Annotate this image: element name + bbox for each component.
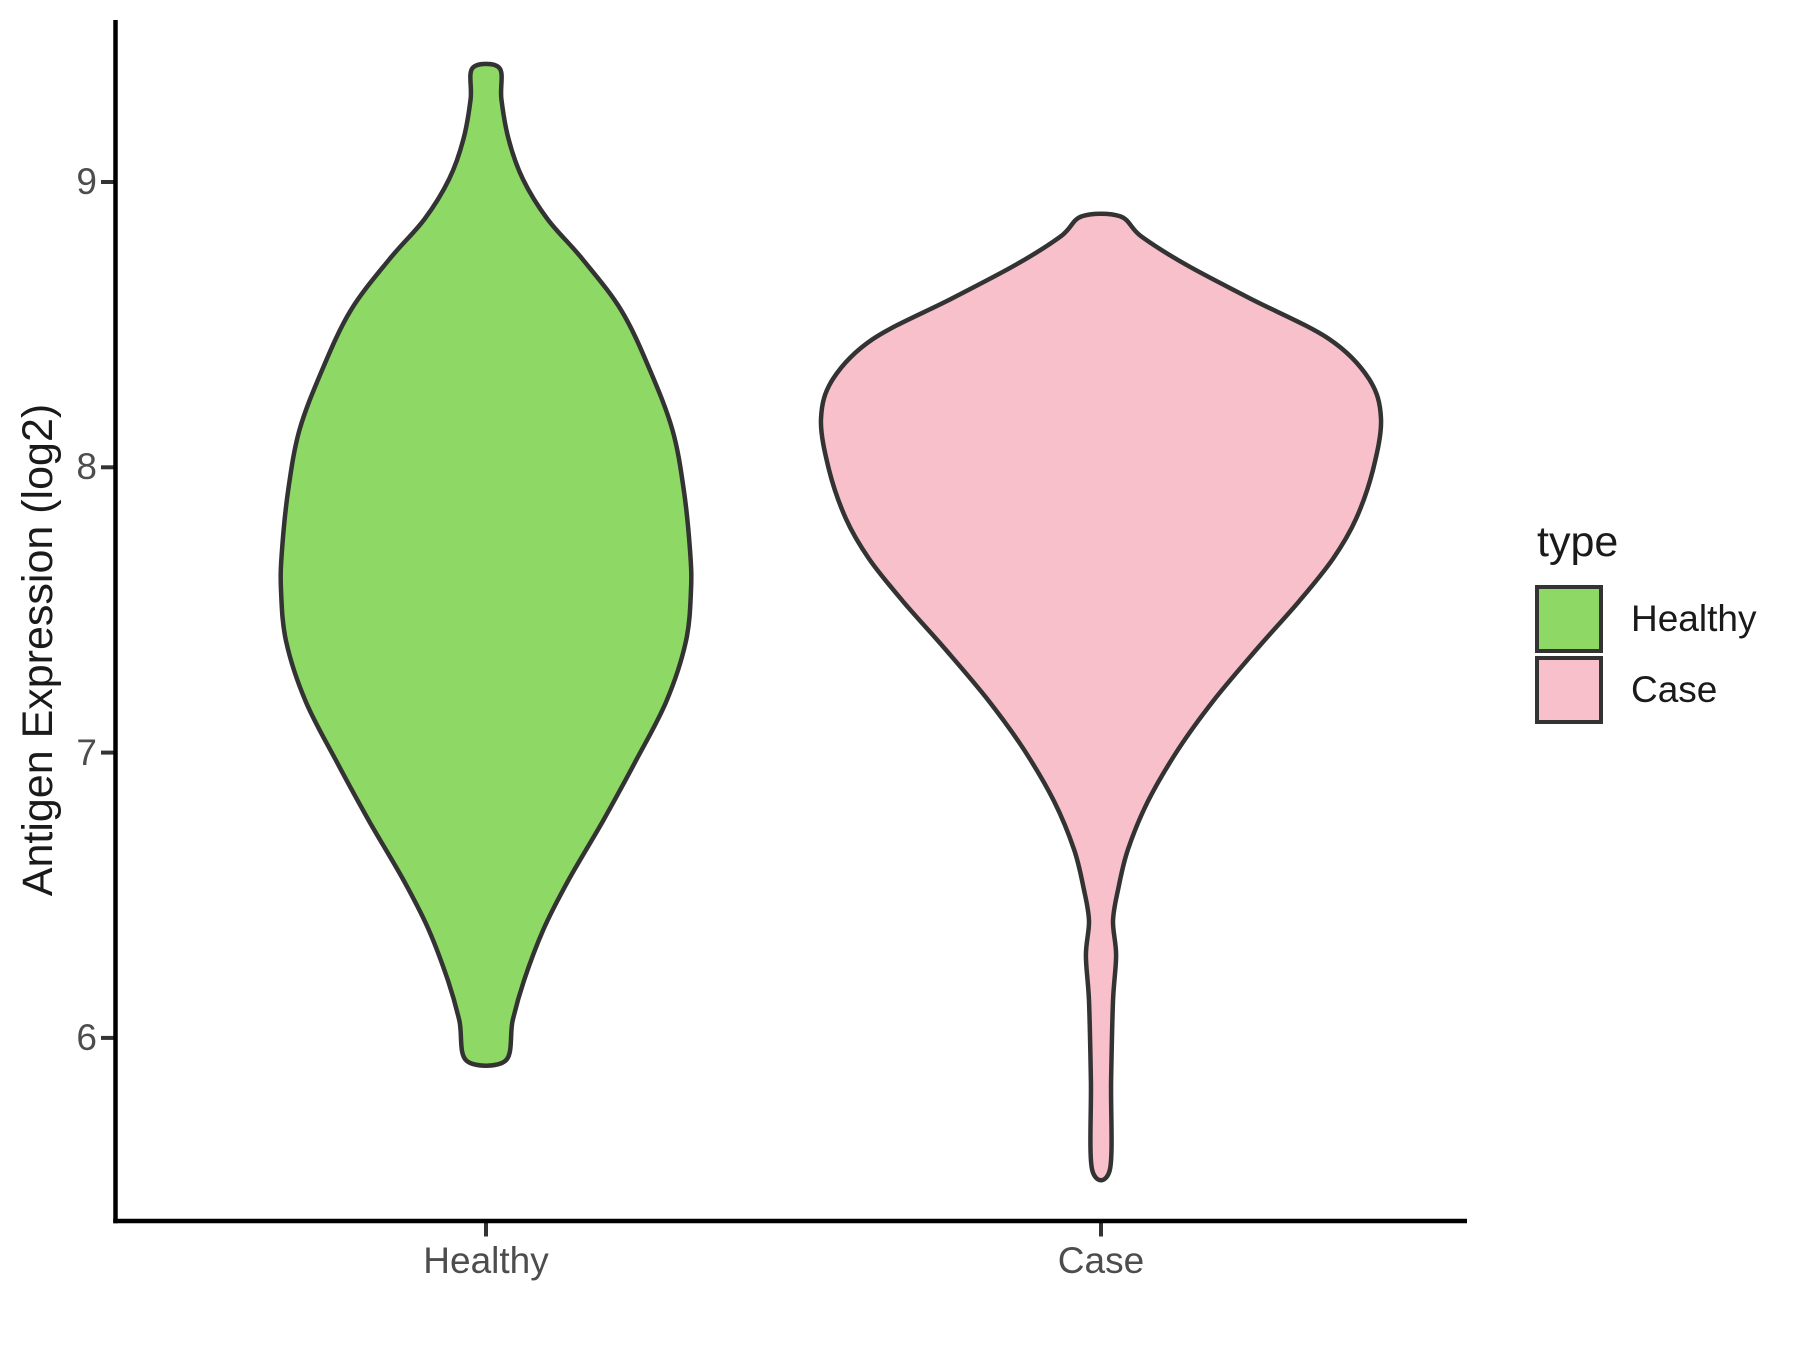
- legend-entry-case: Case: [1535, 656, 1756, 724]
- x-tick-label-healthy: Healthy: [423, 1240, 549, 1281]
- y-tick-label-9: 9: [76, 161, 97, 202]
- y-tick-label-6: 6: [76, 1017, 97, 1058]
- violin-healthy: [278, 61, 694, 1068]
- legend-swatch-healthy: [1535, 585, 1603, 653]
- legend-label-case: Case: [1631, 669, 1718, 710]
- y-axis-title: Antigen Expression (log2): [14, 403, 62, 897]
- legend-label-healthy: Healthy: [1631, 598, 1757, 639]
- legend-title: type: [1537, 518, 1619, 566]
- legend: type Healthy Case: [1535, 518, 1756, 727]
- y-tick-label-8: 8: [76, 446, 97, 487]
- x-tick-label-case: Case: [1057, 1240, 1145, 1281]
- violin-layer: [278, 61, 1384, 1183]
- tick-mark-layer: [101, 180, 1103, 1237]
- y-tick-label-7: 7: [76, 732, 97, 773]
- legend-swatch-case: [1535, 656, 1603, 724]
- legend-entry-healthy: Healthy: [1535, 585, 1756, 653]
- violin-case: [818, 211, 1384, 1183]
